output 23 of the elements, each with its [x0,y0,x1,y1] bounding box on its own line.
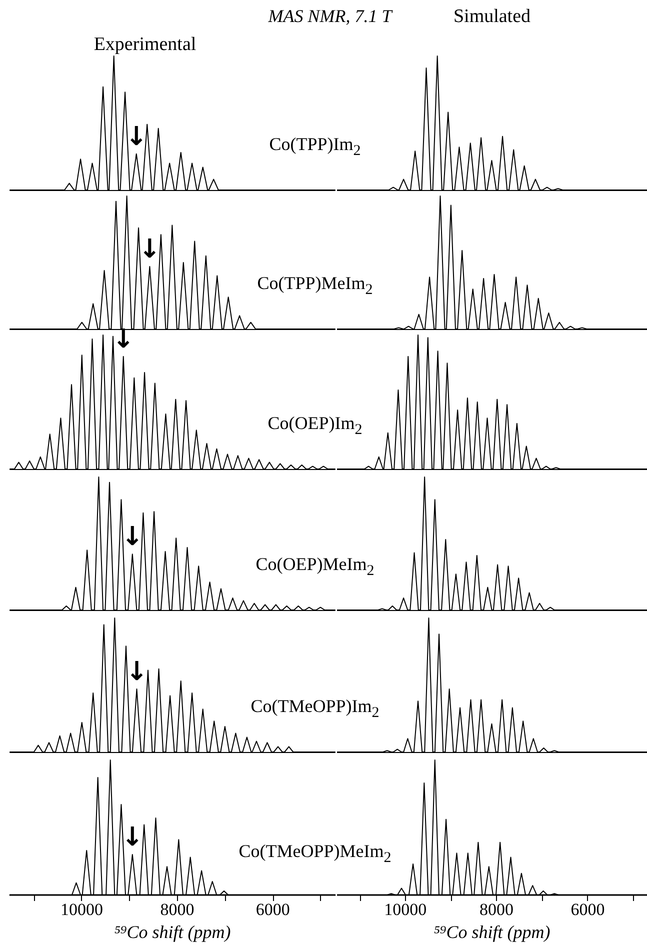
annotation: ↓ [122,822,144,852]
annotation: Co(TPP)Im$_{2}$ [269,134,361,160]
annotation: Co(OEP)MeIm$_{2}$ [256,554,374,580]
x-tick-label: 6000 [256,900,290,919]
x-axis-title: ⁵⁹Co shift (ppm) [114,922,231,942]
x-axis-title: ⁵⁹Co shift (ppm) [434,922,550,942]
x-tick-label: 6000 [570,900,605,919]
chart-title: Experimental [94,34,196,55]
x-tick-label: 8000 [160,900,194,919]
annotation: ↓ [126,657,148,688]
annotation: ↓ [112,324,134,354]
annotation: Co(TMeOPP)Im$_{2}$ [250,696,380,722]
annotation: ↓ [138,234,161,264]
annotation: ↓ [122,522,144,552]
annotation: ↓ [125,122,148,152]
chart-title: Simulated [453,6,532,27]
annotation: Co(TPP)MeIm$_{2}$ [257,273,373,299]
x-tick-label: 8000 [480,900,514,919]
text: MAS NMR, 7.1 T [268,6,392,27]
x-tick-label: 10000 [60,900,103,919]
annotation: Co(OEP)Im$_{2}$ [268,413,362,439]
annotation: Co(TMeOPP)MeIm$_{2}$ [238,841,392,867]
x-tick-label: 10000 [384,900,427,919]
